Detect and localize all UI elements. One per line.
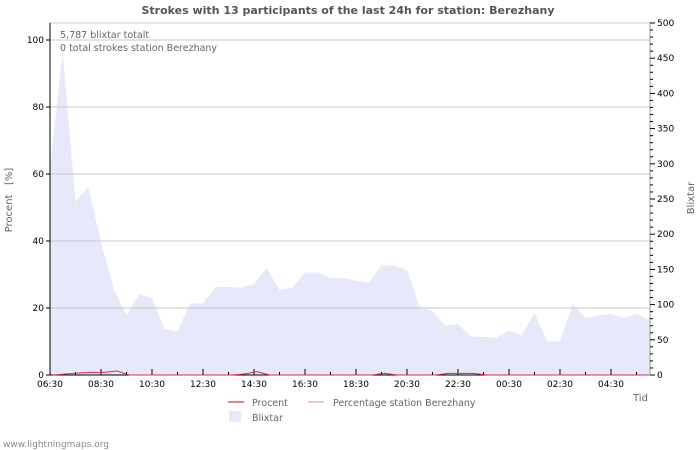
procent-point — [434, 374, 437, 376]
left-tick-label: 100 — [27, 36, 44, 46]
right-tick-label: 500 — [657, 19, 674, 29]
procent-point — [256, 371, 258, 373]
legend: Procent Percentage station Berezhany Bli… — [228, 398, 476, 424]
procent-point — [473, 372, 475, 374]
chart-title: Strokes with 13 participants of the last… — [141, 4, 554, 17]
left-tick-label: 20 — [33, 304, 45, 314]
right-tick-label: 100 — [657, 301, 674, 311]
procent-point — [167, 374, 169, 376]
procent-point — [447, 372, 449, 374]
x-tick-label: 20:30 — [394, 380, 420, 390]
procent-point — [192, 374, 194, 376]
procent-point — [320, 374, 322, 376]
procent-point — [65, 373, 67, 375]
procent-point — [358, 374, 360, 376]
procent-point — [243, 373, 245, 375]
procent-point — [269, 374, 271, 376]
x-tick-label: 22:30 — [445, 380, 471, 390]
legend-station-label: Percentage station Berezhany — [333, 398, 476, 409]
procent-point — [396, 374, 398, 376]
procent-point — [205, 374, 207, 376]
right-tick-label: 400 — [657, 89, 674, 99]
x-tick-label: 18:30 — [343, 380, 369, 390]
legend-procent-label: Procent — [252, 398, 288, 409]
procent-point — [536, 374, 539, 376]
procent-point — [511, 374, 513, 376]
legend-blixtar-swatch — [229, 411, 241, 422]
right-tick-label: 0 — [657, 371, 663, 381]
right-tick-label: 350 — [657, 125, 674, 135]
procent-point — [345, 374, 347, 376]
footer-link[interactable]: www.lightningmaps.org — [3, 440, 109, 450]
x-tick-label: 08:30 — [88, 380, 114, 390]
x-tick-label: 00:30 — [496, 380, 522, 390]
procent-point — [649, 374, 651, 376]
x-tick-label: 14:30 — [241, 380, 267, 390]
y-axis-left-label: Procent [%] — [4, 168, 15, 233]
procent-point — [524, 374, 526, 376]
procent-point — [230, 374, 233, 376]
x-tick-label: 02:30 — [547, 380, 573, 390]
procent-point — [485, 374, 488, 376]
x-tick-label: 16:30 — [292, 380, 318, 390]
procent-point — [383, 372, 386, 374]
procent-point — [77, 372, 80, 374]
x-tick-label: 06:30 — [37, 380, 63, 390]
procent-point — [154, 374, 156, 376]
procent-point — [371, 374, 373, 376]
procent-point — [613, 374, 615, 376]
procent-point — [52, 374, 54, 376]
right-tick-label: 450 — [657, 54, 674, 64]
right-tick-label: 150 — [657, 265, 674, 275]
procent-point — [638, 374, 641, 376]
legend-blixtar-label: Blixtar — [252, 413, 283, 424]
x-tick-label: 10:30 — [139, 380, 165, 390]
procent-point — [332, 374, 335, 376]
procent-point — [587, 374, 590, 376]
procent-point — [460, 372, 462, 374]
x-tick-label: 12:30 — [190, 380, 216, 390]
procent-point — [498, 374, 500, 376]
procent-point — [575, 374, 577, 376]
procent-point — [422, 374, 424, 376]
procent-point — [103, 371, 105, 373]
left-tick-label: 0 — [38, 371, 44, 381]
annotation-station: 0 total strokes station Berezhany — [60, 43, 217, 54]
procent-point — [281, 374, 284, 376]
procent-point — [141, 374, 143, 376]
left-tick-label: 60 — [33, 170, 45, 180]
procent-point — [600, 374, 602, 376]
procent-point — [179, 374, 182, 376]
series-blixtar-area — [50, 51, 650, 375]
right-tick-label: 50 — [657, 336, 669, 346]
procent-point — [128, 374, 131, 376]
x-axis-label: Tid — [632, 393, 648, 404]
right-tick-label: 200 — [657, 230, 674, 240]
procent-point — [562, 374, 564, 376]
procent-point — [218, 374, 220, 376]
right-tick-label: 250 — [657, 195, 674, 205]
procent-point — [626, 374, 628, 376]
right-tick-label: 300 — [657, 160, 674, 170]
x-tick-label: 04:30 — [598, 380, 624, 390]
y-axis-right-label: Blixtar — [686, 181, 697, 214]
annotation-total: 5,787 blixtar totalt — [60, 30, 149, 41]
procent-point — [90, 371, 92, 373]
procent-point — [549, 374, 551, 376]
left-tick-label: 40 — [33, 237, 45, 247]
procent-point — [307, 374, 309, 376]
procent-point — [409, 374, 411, 376]
left-tick-label: 80 — [33, 103, 45, 113]
procent-point — [116, 370, 118, 372]
procent-point — [294, 374, 296, 376]
series-procent-line — [52, 370, 650, 376]
